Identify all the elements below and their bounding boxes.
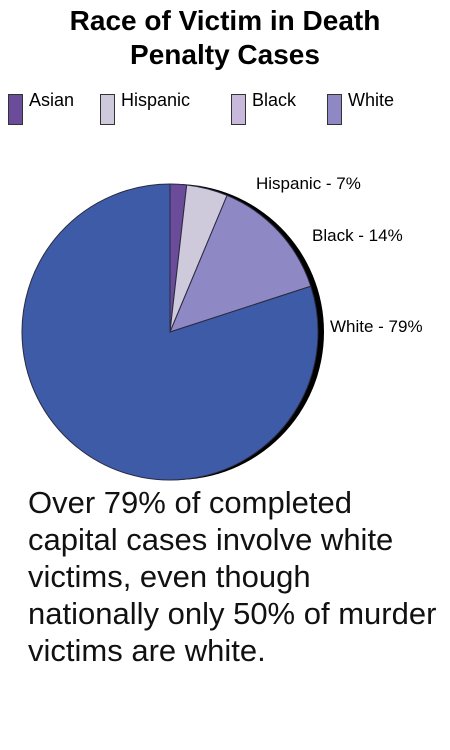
chart-title-line-2: Penalty Cases (130, 39, 320, 70)
pie-chart: Hispanic - 7% Black - 14% White - 79% (21, 174, 423, 481)
chart-title: Race of Victim in Death Penalty Cases (0, 4, 450, 72)
pie-slice-black (169, 194, 312, 333)
slice-label-black: Black - 14% (312, 226, 403, 245)
legend-swatch-asian (8, 94, 23, 125)
legend-swatch-black (231, 94, 246, 125)
legend-label-hispanic: Hispanic (121, 90, 191, 110)
caption-text: Over 79% of completed capital cases invo… (28, 485, 437, 668)
chart-title-line-1: Race of Victim in Death (69, 5, 381, 36)
legend-swatch-hispanic (100, 94, 115, 125)
pie-slice-white (21, 183, 319, 481)
legend-label-black: Black (252, 90, 297, 110)
legend-swatch-white (327, 94, 342, 125)
slice-label-hispanic: Hispanic - 7% (256, 174, 361, 193)
legend-label-white: White (348, 90, 395, 110)
legend-label-asian: Asian (29, 90, 75, 110)
legend: Asian Hispanic Black White (0, 90, 450, 130)
slice-label-white: White - 79% (330, 317, 423, 336)
